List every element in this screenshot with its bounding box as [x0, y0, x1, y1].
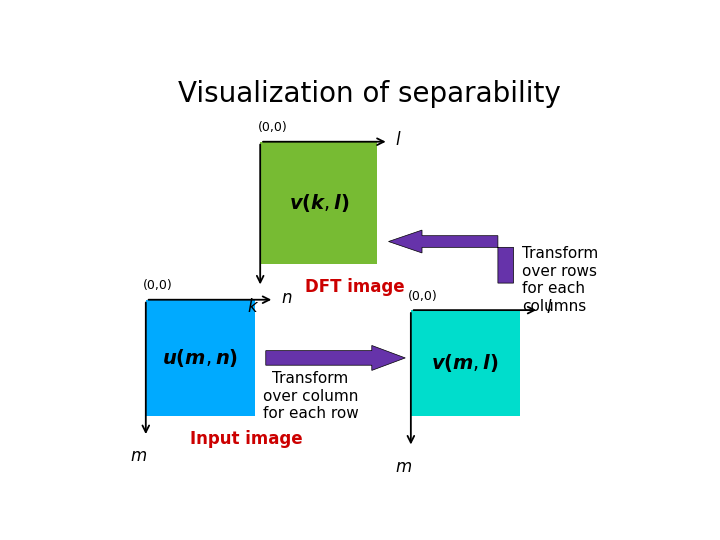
Polygon shape — [389, 230, 513, 283]
Text: Input image: Input image — [190, 430, 303, 448]
Text: $k$: $k$ — [247, 298, 259, 316]
Bar — [411, 310, 520, 416]
Bar — [260, 141, 377, 265]
Text: Transform: Transform — [272, 371, 348, 386]
Text: $\boldsymbol{v(m,l)}$: $\boldsymbol{v(m,l)}$ — [431, 352, 499, 374]
Text: (0,0): (0,0) — [143, 279, 173, 292]
Text: for each: for each — [523, 281, 585, 296]
Text: $\boldsymbol{v(k,l)}$: $\boldsymbol{v(k,l)}$ — [289, 192, 349, 214]
Text: columns: columns — [523, 299, 587, 314]
Text: $m$: $m$ — [395, 458, 412, 476]
Text: (0,0): (0,0) — [408, 289, 438, 302]
Text: over rows: over rows — [523, 264, 598, 279]
Text: Transform: Transform — [523, 246, 599, 261]
Text: for each row: for each row — [263, 406, 359, 421]
Text: $l$: $l$ — [395, 131, 402, 149]
Bar — [145, 300, 255, 416]
Text: $n$: $n$ — [281, 289, 292, 307]
Text: DFT image: DFT image — [305, 278, 405, 296]
Polygon shape — [266, 346, 405, 370]
Text: $m$: $m$ — [130, 447, 147, 465]
Text: $\boldsymbol{u(m,n)}$: $\boldsymbol{u(m,n)}$ — [162, 347, 238, 369]
Text: Visualization of separability: Visualization of separability — [178, 80, 560, 108]
Text: (0,0): (0,0) — [258, 122, 287, 134]
Text: $l$: $l$ — [546, 299, 552, 317]
Text: over column: over column — [263, 389, 358, 404]
